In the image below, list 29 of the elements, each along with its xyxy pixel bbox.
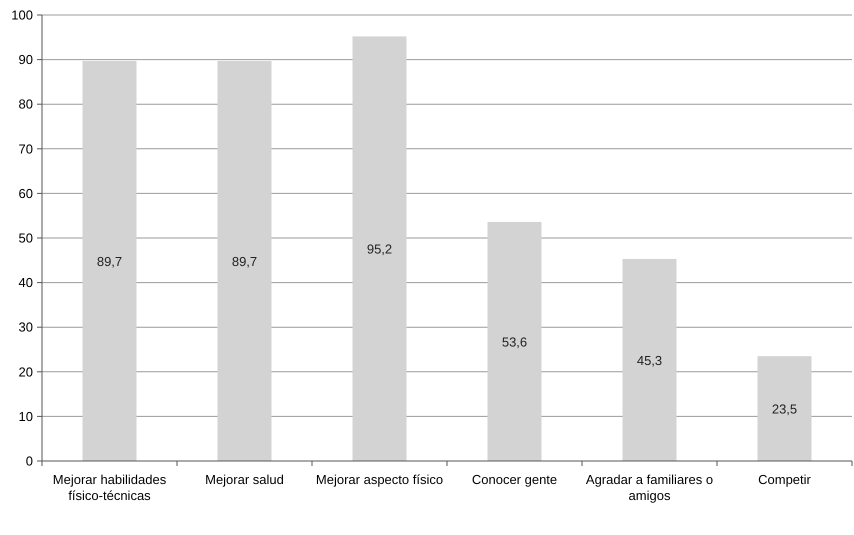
- y-tick-label: 10: [18, 408, 33, 424]
- bar: [218, 60, 272, 461]
- y-tick-label: 50: [18, 230, 33, 246]
- x-tick-label: Conocer gente: [472, 472, 558, 487]
- x-tick-label: Mejorar salud: [205, 472, 284, 487]
- x-tick-label: Agradar a familiares o amigos: [586, 472, 714, 503]
- y-tick-label: 60: [18, 186, 33, 201]
- bar: [352, 36, 406, 461]
- data-label: 89,7: [232, 254, 258, 269]
- bar: [622, 258, 676, 461]
- y-tick-label: 80: [18, 96, 33, 112]
- y-tick-label: 40: [18, 275, 33, 290]
- x-tick-label: Mejorar habilidades físico-técnicas: [52, 472, 167, 503]
- data-label: 89,7: [96, 254, 122, 269]
- data-label: 45,3: [636, 352, 662, 368]
- y-tick-label: 70: [18, 141, 33, 156]
- data-label: 53,6: [502, 334, 528, 350]
- y-tick-label: 90: [18, 52, 33, 68]
- bar: [488, 222, 542, 461]
- x-tick-label: Competir: [758, 472, 812, 487]
- bar: [82, 60, 136, 461]
- data-label: 95,2: [366, 242, 392, 257]
- data-label: 23,5: [772, 402, 798, 417]
- x-tick-label: Mejorar aspecto físico: [316, 472, 444, 487]
- y-tick-label: 0: [26, 454, 33, 468]
- y-tick-label: 30: [18, 320, 33, 335]
- y-tick-label: 20: [18, 364, 33, 380]
- bar: [758, 356, 812, 461]
- y-tick-label: 100: [11, 8, 33, 22]
